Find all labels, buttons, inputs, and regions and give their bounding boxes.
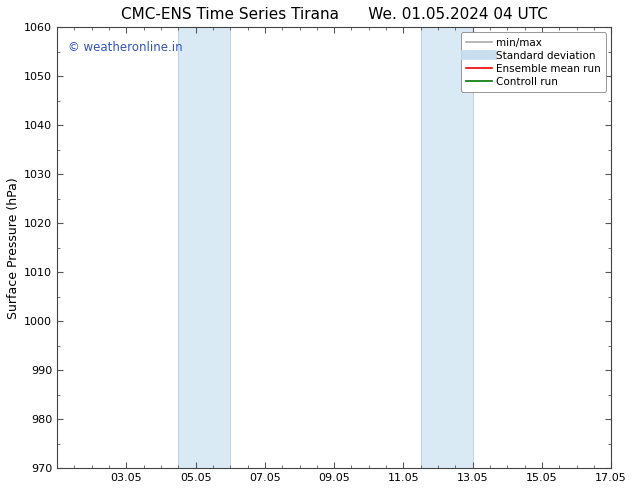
Bar [178,27,230,468]
Legend: min/max, Standard deviation, Ensemble mean run, Controll run: min/max, Standard deviation, Ensemble me… [460,32,606,92]
Bar [421,27,473,468]
Y-axis label: Surface Pressure (hPa): Surface Pressure (hPa) [7,177,20,318]
Title: CMC-ENS Time Series Tirana      We. 01.05.2024 04 UTC: CMC-ENS Time Series Tirana We. 01.05.202… [120,7,548,22]
Text: © weatheronline.in: © weatheronline.in [68,41,183,53]
